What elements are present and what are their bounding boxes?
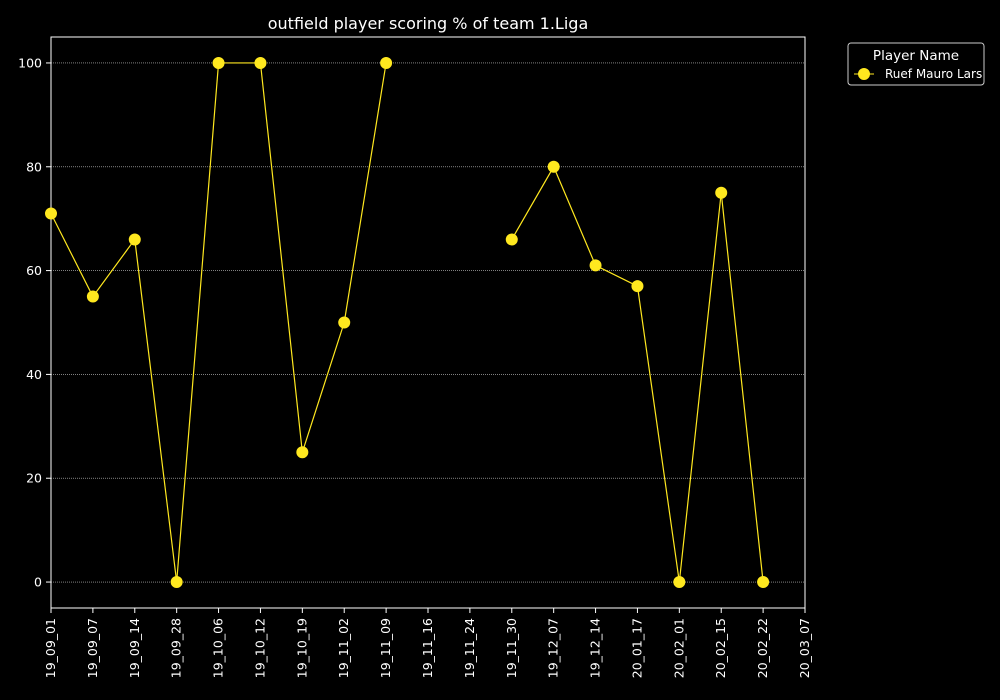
data-point bbox=[128, 233, 141, 246]
data-point bbox=[505, 233, 518, 246]
y-tick-label: 100 bbox=[18, 55, 42, 70]
data-point bbox=[338, 316, 351, 329]
data-point bbox=[212, 56, 225, 69]
x-tick-label: 19_12_14 bbox=[588, 618, 603, 678]
y-tick-label: 60 bbox=[26, 263, 42, 278]
legend-marker bbox=[858, 68, 870, 80]
y-tick-label: 20 bbox=[26, 471, 42, 486]
x-tick-label: 20_03_07 bbox=[797, 618, 812, 678]
data-point bbox=[589, 259, 602, 272]
data-point bbox=[380, 56, 393, 69]
x-tick-label: 20_02_01 bbox=[671, 618, 686, 678]
x-axis: 19_09_01 19_09_07 19_09_14 19_09_28 19_10_06… bbox=[43, 608, 812, 678]
data-point bbox=[296, 446, 309, 459]
y-tick-label: 80 bbox=[26, 159, 42, 174]
x-tick-label: 19_09_07 bbox=[85, 618, 100, 678]
legend-label: Ruef Mauro Lars bbox=[885, 67, 982, 81]
y-tick-label: 0 bbox=[34, 575, 42, 590]
plot-frame bbox=[50, 36, 806, 609]
x-tick-label: 20_02_22 bbox=[755, 618, 770, 678]
data-point bbox=[86, 290, 99, 303]
x-tick-label: 19_12_07 bbox=[546, 618, 561, 678]
legend-frame bbox=[847, 42, 985, 86]
x-tick-label: 20_02_15 bbox=[713, 618, 728, 678]
x-tick-label: 19_11_24 bbox=[462, 618, 477, 678]
x-tick-label: 19_10_06 bbox=[211, 618, 226, 678]
data-point bbox=[715, 186, 728, 199]
chart-title: outfield player scoring % of team 1.Liga bbox=[268, 14, 589, 33]
series-group bbox=[45, 56, 770, 589]
series-line bbox=[50, 62, 387, 583]
x-tick-label: 20_01_17 bbox=[629, 618, 644, 678]
x-tick-label: 19_11_30 bbox=[504, 618, 519, 678]
x-tick-label: 19_11_16 bbox=[420, 618, 435, 678]
legend: Player Name Ruef Mauro Lars bbox=[847, 42, 985, 86]
x-tick-label: 19_09_14 bbox=[127, 618, 142, 678]
x-tick-label: 19_11_02 bbox=[336, 618, 351, 678]
y-axis: 0 20 40 60 80 100 bbox=[18, 55, 51, 590]
data-point bbox=[631, 280, 644, 293]
x-tick-label: 19_09_01 bbox=[43, 618, 58, 678]
y-tick-label: 40 bbox=[26, 367, 42, 382]
x-tick-label: 19_10_19 bbox=[294, 618, 309, 678]
grid-lines bbox=[51, 62, 805, 583]
x-tick-label: 19_09_28 bbox=[169, 618, 184, 678]
x-tick-label: 19_11_09 bbox=[378, 618, 393, 678]
data-point bbox=[45, 207, 57, 220]
data-point bbox=[757, 576, 770, 589]
data-point bbox=[170, 576, 183, 589]
data-point bbox=[673, 576, 686, 589]
data-point bbox=[254, 56, 267, 69]
legend-title: Player Name bbox=[873, 48, 959, 64]
data-point bbox=[547, 160, 560, 173]
x-tick-label: 19_10_12 bbox=[252, 618, 267, 678]
